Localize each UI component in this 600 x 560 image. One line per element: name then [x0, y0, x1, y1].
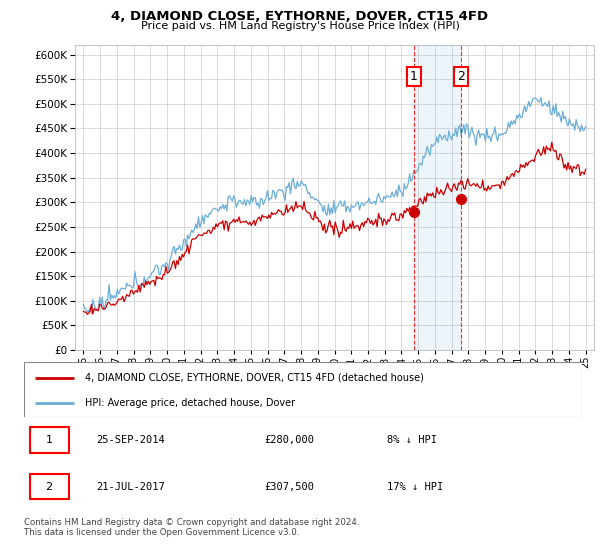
- Text: £307,500: £307,500: [264, 482, 314, 492]
- Text: 4, DIAMOND CLOSE, EYTHORNE, DOVER, CT15 4FD: 4, DIAMOND CLOSE, EYTHORNE, DOVER, CT15 …: [112, 10, 488, 23]
- Text: HPI: Average price, detached house, Dover: HPI: Average price, detached house, Dove…: [85, 399, 296, 408]
- Text: 21-JUL-2017: 21-JUL-2017: [97, 482, 165, 492]
- Text: 8% ↓ HPI: 8% ↓ HPI: [387, 435, 437, 445]
- Text: 1: 1: [410, 71, 418, 83]
- Bar: [413, 45, 461, 350]
- FancyBboxPatch shape: [24, 362, 582, 417]
- Text: 17% ↓ HPI: 17% ↓ HPI: [387, 482, 443, 492]
- Text: 4, DIAMOND CLOSE, EYTHORNE, DOVER, CT15 4FD (detached house): 4, DIAMOND CLOSE, EYTHORNE, DOVER, CT15 …: [85, 373, 424, 382]
- Text: 25-SEP-2014: 25-SEP-2014: [97, 435, 165, 445]
- Text: 2: 2: [46, 482, 53, 492]
- Text: Contains HM Land Registry data © Crown copyright and database right 2024.
This d: Contains HM Land Registry data © Crown c…: [24, 518, 359, 538]
- Text: 1: 1: [46, 435, 53, 445]
- Text: Price paid vs. HM Land Registry's House Price Index (HPI): Price paid vs. HM Land Registry's House …: [140, 21, 460, 31]
- Text: £280,000: £280,000: [264, 435, 314, 445]
- Text: 2: 2: [457, 71, 464, 83]
- FancyBboxPatch shape: [29, 474, 68, 500]
- FancyBboxPatch shape: [29, 427, 68, 453]
